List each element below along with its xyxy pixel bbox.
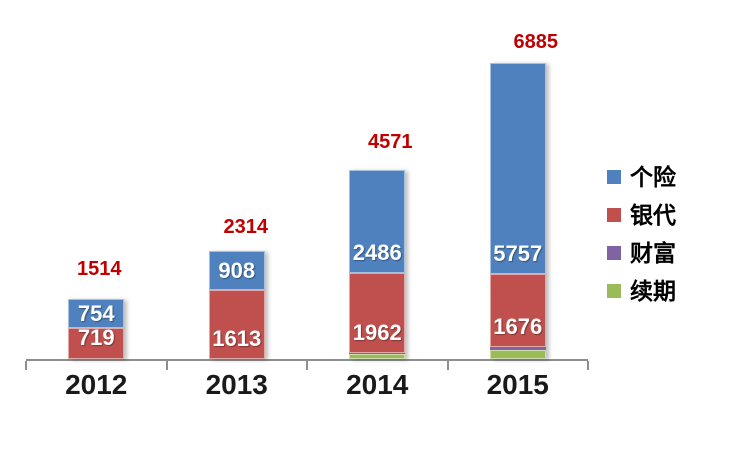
legend-item-银代: 银代 [607,196,676,234]
x-axis-label-2014: 2014 [346,369,409,400]
x-axis-tick [446,361,449,370]
segment-value-label: 1962 [352,320,402,345]
bar-segment-银代-2015: 1676 [489,274,546,347]
bar-2012: 754 719 [68,299,125,359]
legend-swatch-icon [607,284,621,298]
x-axis-label-2015: 2015 [486,369,549,400]
bar-segment-续期-2014 [349,354,406,359]
bar-segment-银代-2013: 1613 [208,290,265,359]
legend-item-财富: 财富 [607,234,676,272]
legend-swatch-icon [607,170,621,184]
x-axis-label-2013: 2013 [205,369,268,400]
bar-segment-财富-2014 [349,353,406,354]
bar-segment-个险-2014: 2486 [349,170,406,273]
bar-segment-财富-2015 [489,347,546,350]
legend-item-个险: 个险 [607,158,676,196]
x-axis-tick [25,361,27,370]
total-label-2013: 2314 [223,216,269,238]
segment-value-label: 5757 [493,241,543,266]
bar-segment-个险-2012: 754 [68,299,125,328]
legend-label: 个险 [630,164,676,190]
x-axis-tick [587,361,589,370]
bar-segment-银代-2014: 1962 [349,273,406,353]
legend-label: 财富 [630,240,676,266]
legend-swatch-icon [607,208,621,222]
bar-segment-个险-2013: 908 [208,251,265,290]
bar-segment-续期-2015 [489,350,546,359]
legend-label: 续期 [630,278,676,304]
segment-value-label: 719 [77,328,115,350]
legend-swatch-icon [607,246,621,260]
x-axis-label-2012: 2012 [65,369,128,400]
total-label-2015: 6885 [513,31,559,53]
bar-segment-银代-2012: 719 [68,328,125,359]
bar-2013: 908 1613 [208,251,265,359]
segment-value-label: 2486 [352,240,402,265]
bar-segment-个险-2015: 5757 [489,63,546,274]
x-axis-tick [165,361,168,370]
bar-2015: 5757 1676 [489,63,546,359]
segment-value-label: 908 [218,258,256,283]
x-axis-tick [306,361,308,370]
legend-label: 银代 [630,202,676,228]
segment-value-label: 754 [77,301,115,326]
segment-value-label: 1676 [493,314,543,339]
legend: 个险 银代 财富 续期 [607,158,676,310]
segment-value-label: 1613 [212,326,262,351]
total-label-2014: 4571 [368,131,413,153]
total-label-2012: 1514 [77,258,122,280]
x-axis-line [26,359,588,361]
legend-item-续期: 续期 [607,272,676,310]
bar-2014: 2486 1962 [349,170,406,359]
